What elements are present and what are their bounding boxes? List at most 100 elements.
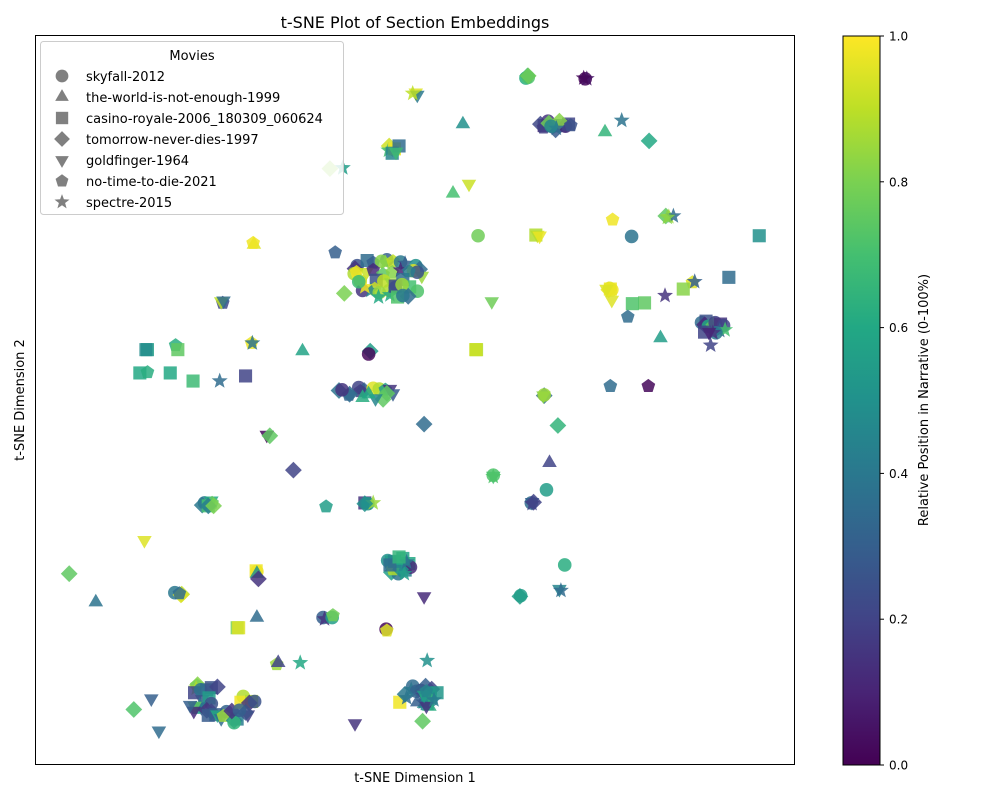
data-point-square xyxy=(625,297,639,311)
colorbar-tick-label: 0.2 xyxy=(889,613,908,627)
data-point-diamond xyxy=(125,701,143,718)
legend-entry-label: the-world-is-not-enough-1999 xyxy=(86,91,280,106)
data-point-star xyxy=(702,336,719,352)
data-point-triangle-down xyxy=(151,726,167,740)
legend-marker-star-icon xyxy=(54,194,70,209)
data-point-triangle-up xyxy=(361,385,376,399)
data-point-diamond xyxy=(525,493,542,511)
data-point-triangle-down xyxy=(701,327,717,341)
data-point-pentagon xyxy=(605,212,620,226)
legend-title: Movies xyxy=(169,49,214,64)
legend-entry-label: casino-royale-2006_180309_060624 xyxy=(86,112,323,127)
data-point-star xyxy=(398,553,415,569)
data-point-circle xyxy=(486,468,501,482)
data-point-triangle-down xyxy=(137,536,152,549)
legend-entry-label: skyfall-2012 xyxy=(86,70,165,85)
data-point-circle xyxy=(513,588,528,603)
colorbar-label: Relative Position in Narrative (0-100%) xyxy=(917,274,932,526)
data-point-diamond xyxy=(551,112,568,130)
data-point-diamond xyxy=(250,570,267,588)
data-point-diamond xyxy=(205,497,222,515)
data-point-pentagon xyxy=(564,118,578,132)
data-point-triangle-up xyxy=(270,654,286,667)
data-point-square xyxy=(239,369,253,383)
data-point-triangle-down xyxy=(182,700,198,714)
data-point-star xyxy=(362,282,379,298)
chart-title: t-SNE Plot of Section Embeddings xyxy=(281,13,550,32)
legend-marker-diamond-icon xyxy=(54,131,70,147)
data-point-diamond xyxy=(640,132,658,150)
data-point-star xyxy=(370,288,387,304)
data-point-circle xyxy=(557,558,572,572)
data-point-star xyxy=(659,209,676,225)
data-point-triangle-up xyxy=(445,185,461,198)
data-point-triangle-down xyxy=(144,694,159,707)
data-point-square xyxy=(722,270,736,284)
data-point-star xyxy=(292,654,309,670)
data-point-triangle-up xyxy=(295,342,310,356)
colorbar-ticks: 0.0 0.2 0.4 0.6 0.8 1.0 xyxy=(880,30,908,773)
data-point-triangle-up xyxy=(88,593,104,607)
data-point-star xyxy=(552,582,569,598)
data-point-diamond xyxy=(415,415,433,433)
data-point-diamond xyxy=(285,461,302,479)
colorbar-tick-label: 0.0 xyxy=(889,759,908,773)
data-point-circle xyxy=(227,715,241,730)
data-point-circle xyxy=(351,274,366,289)
data-point-pentagon xyxy=(402,264,416,278)
legend-marker-triangle-down-icon xyxy=(55,156,69,168)
data-point-circle xyxy=(537,388,551,402)
data-point-triangle-down xyxy=(347,719,363,732)
data-point-star xyxy=(657,287,673,303)
data-point-square xyxy=(752,229,766,243)
data-point-star xyxy=(404,85,421,101)
data-point-circle xyxy=(624,229,639,244)
data-point-diamond xyxy=(396,685,414,703)
data-point-circle xyxy=(395,277,409,292)
data-point-square xyxy=(676,282,690,296)
legend-marker-pentagon-icon xyxy=(55,174,69,187)
data-point-star xyxy=(316,610,333,626)
data-point-diamond xyxy=(60,565,78,583)
data-point-pentagon xyxy=(621,309,635,323)
data-point-square xyxy=(638,296,652,310)
data-point-circle xyxy=(232,703,247,718)
data-point-square xyxy=(163,366,177,380)
data-point-circle xyxy=(374,254,389,269)
data-point-star xyxy=(717,321,734,337)
points-layer xyxy=(60,67,766,740)
data-point-triangle-down xyxy=(388,147,404,161)
data-point-star xyxy=(356,278,373,294)
plot-frame xyxy=(35,35,795,765)
data-point-star xyxy=(244,334,261,350)
data-point-star xyxy=(686,273,703,289)
data-point-pentagon xyxy=(246,235,260,249)
data-point-star xyxy=(575,69,592,85)
data-point-pentagon xyxy=(641,378,656,392)
data-point-triangle-up xyxy=(455,115,471,129)
data-point-circle xyxy=(247,694,262,709)
data-point-triangle-down xyxy=(216,296,231,310)
data-point-pentagon xyxy=(328,245,342,259)
data-point-square xyxy=(392,550,406,564)
data-point-pentagon xyxy=(603,378,618,392)
data-point-triangle-down xyxy=(532,231,547,245)
data-point-diamond xyxy=(335,285,353,302)
colorbar-tick-label: 1.0 xyxy=(889,30,908,44)
data-point-triangle-up xyxy=(653,329,668,343)
data-point-triangle-up xyxy=(597,123,613,137)
legend-marker-circle-icon xyxy=(55,69,69,83)
legend-marker-triangle-up-icon xyxy=(55,89,69,101)
data-point-diamond xyxy=(414,712,431,730)
data-point-star xyxy=(419,652,436,668)
colorbar-tick-label: 0.6 xyxy=(889,321,908,335)
data-point-circle xyxy=(539,482,554,497)
data-point-pentagon xyxy=(380,623,394,637)
data-point-diamond xyxy=(209,678,226,696)
data-point-circle xyxy=(335,382,349,397)
data-point-star xyxy=(613,112,630,128)
colorbar-tick-label: 0.8 xyxy=(889,175,908,189)
data-point-square xyxy=(469,343,483,357)
legend: Movies skyfall-2012 the-world-is-not-enou… xyxy=(40,41,344,215)
data-point-star xyxy=(392,261,409,277)
